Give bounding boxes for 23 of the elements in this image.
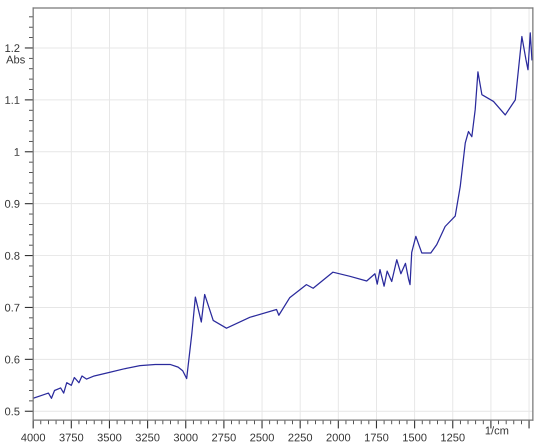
x-tick-label: 1750	[364, 434, 388, 442]
x-tick-label: 3750	[59, 434, 84, 442]
y-tick-label: 0.7	[4, 304, 20, 312]
x-tick-label: 2000	[326, 434, 350, 442]
y-tick-label: 1.1	[5, 96, 20, 104]
x-tick-label: 4000	[21, 434, 46, 442]
y-tick-label: 0.5	[4, 408, 20, 416]
x-tick-label: 2500	[250, 434, 274, 442]
x-axis-title: 1/cm	[486, 426, 508, 434]
x-tick-label: 1250	[441, 434, 465, 442]
y-tick-label: 0.9	[4, 200, 20, 208]
y-tick-label: 0.8	[4, 252, 20, 260]
line-series	[33, 32, 533, 399]
y-tick-label: 0.6	[4, 356, 20, 364]
y-tick-label: 1	[14, 148, 20, 156]
x-tick-label: 3000	[174, 434, 198, 442]
y-axis-title: Abs	[6, 55, 25, 64]
x-tick-label: 1500	[403, 434, 427, 442]
x-tick-label: 2250	[288, 434, 312, 442]
y-tick-label: 1.2	[5, 44, 20, 52]
x-tick-label: 2750	[212, 434, 236, 442]
x-tick-label: 3500	[98, 434, 122, 442]
x-tick-label: 3250	[136, 434, 160, 442]
